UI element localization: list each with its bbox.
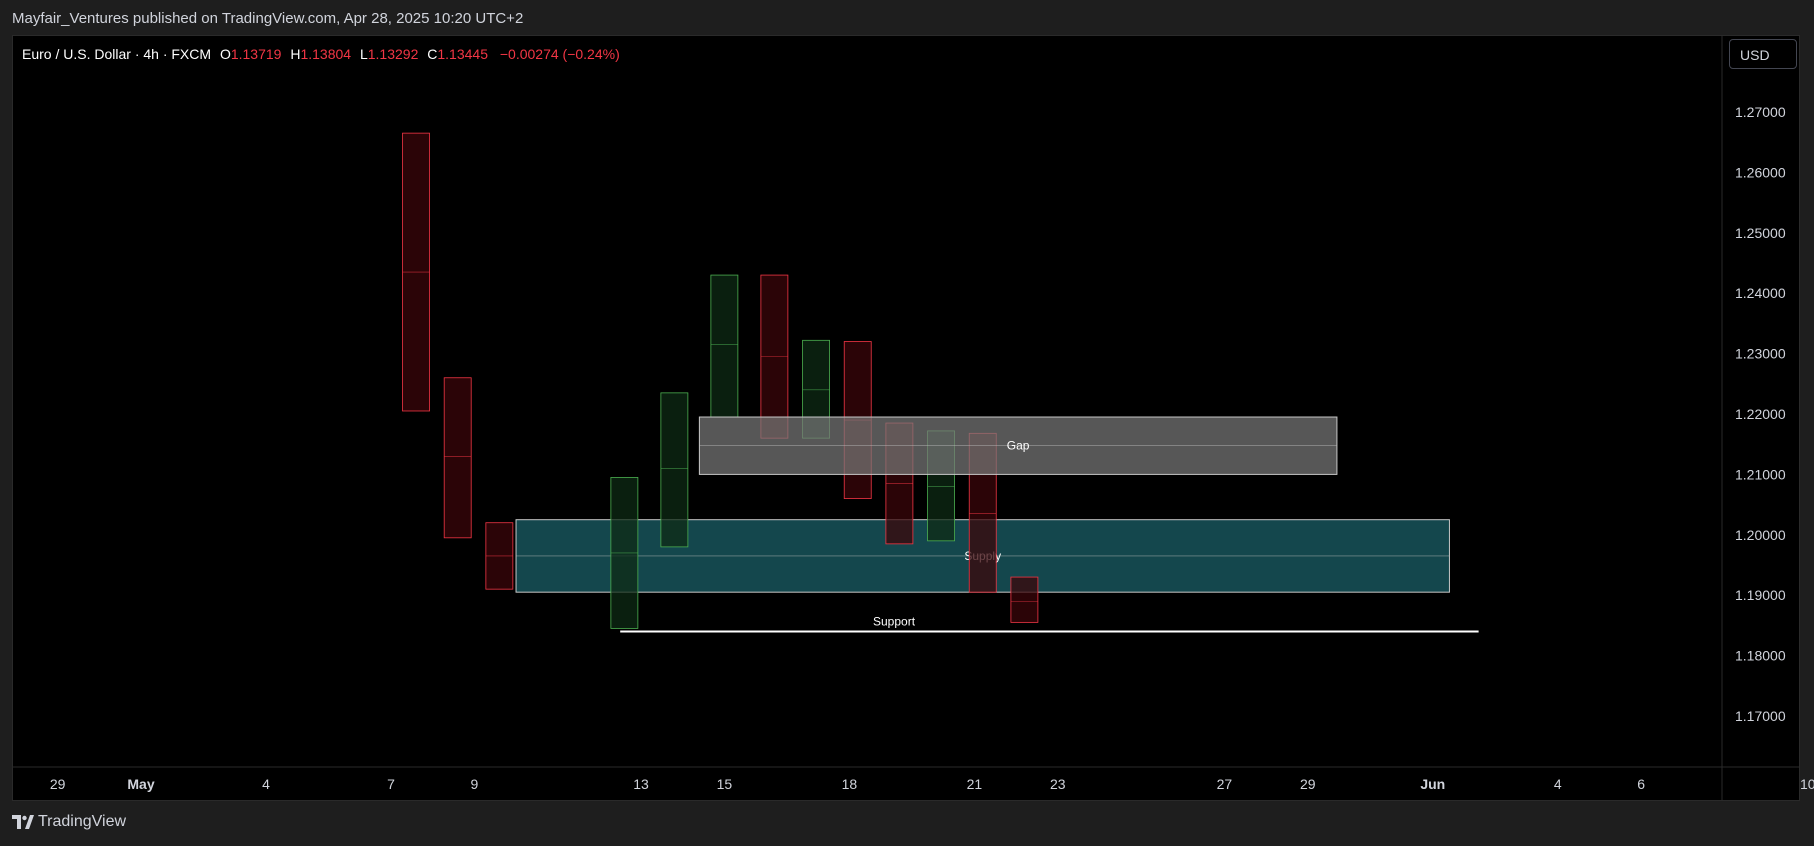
time-tick-label: 15 bbox=[717, 776, 733, 792]
support-label: Support bbox=[873, 614, 916, 628]
time-tick-label: 13 bbox=[633, 776, 649, 792]
candle-bearish bbox=[443, 377, 472, 539]
footer-brand-label: TradingView bbox=[38, 813, 127, 830]
price-tick-label: 1.19000 bbox=[1735, 587, 1786, 603]
time-tick-label: 10 bbox=[1800, 776, 1814, 792]
price-tick-label: 1.23000 bbox=[1735, 346, 1786, 362]
high-value: 1.13804 bbox=[300, 46, 352, 62]
symbol-title: Euro / U.S. Dollar · 4h · FXCM bbox=[22, 46, 212, 62]
open-label: O bbox=[219, 46, 231, 62]
low-value: 1.13292 bbox=[367, 46, 419, 62]
time-tick-label: 29 bbox=[50, 776, 66, 792]
time-tick-label: 29 bbox=[1300, 776, 1316, 792]
symbol-legend: Euro / U.S. Dollar · 4h · FXCM O1.13719 … bbox=[22, 46, 620, 62]
close-label: C bbox=[427, 46, 438, 62]
candle-bullish bbox=[660, 392, 689, 548]
time-tick-label: 9 bbox=[470, 776, 478, 792]
change-value: −0.00274 (−0.24%) bbox=[499, 46, 620, 62]
candle-bullish bbox=[710, 274, 739, 418]
high-label: H bbox=[290, 46, 301, 62]
time-tick-label: 18 bbox=[842, 776, 858, 792]
zone-label: Gap bbox=[1007, 439, 1030, 453]
time-tick-label: 4 bbox=[1554, 776, 1562, 792]
time-tick-label: 7 bbox=[387, 776, 395, 792]
low-label: L bbox=[359, 46, 368, 62]
time-tick-label: 21 bbox=[967, 776, 983, 792]
footer-brand[interactable]: TradingView bbox=[12, 813, 126, 831]
price-tick-label: 1.20000 bbox=[1735, 527, 1786, 543]
time-tick-label: May bbox=[127, 776, 154, 792]
price-tick-label: 1.21000 bbox=[1735, 466, 1786, 482]
time-tick-label: 6 bbox=[1637, 776, 1645, 792]
candle-bearish bbox=[1010, 576, 1039, 623]
time-tick-label: 4 bbox=[262, 776, 270, 792]
time-tick-label: 27 bbox=[1217, 776, 1233, 792]
price-tick-label: 1.17000 bbox=[1735, 708, 1786, 724]
price-tick-label: 1.22000 bbox=[1735, 406, 1786, 422]
price-tick-label: 1.18000 bbox=[1735, 648, 1786, 664]
publisher-header: Mayfair_Ventures published on TradingVie… bbox=[12, 10, 524, 27]
open-value: 1.13719 bbox=[230, 46, 282, 62]
close-value: 1.13445 bbox=[437, 46, 488, 62]
price-tick-label: 1.27000 bbox=[1735, 104, 1786, 120]
price-tick-label: 1.26000 bbox=[1735, 164, 1786, 180]
time-tick-label: Jun bbox=[1420, 776, 1445, 792]
price-tick-label: 1.24000 bbox=[1735, 285, 1786, 301]
tradingview-logo-icon bbox=[12, 815, 34, 829]
currency-button[interactable]: USD bbox=[1729, 39, 1797, 69]
time-tick-label: 23 bbox=[1050, 776, 1066, 792]
price-tick-label: 1.25000 bbox=[1735, 225, 1786, 241]
